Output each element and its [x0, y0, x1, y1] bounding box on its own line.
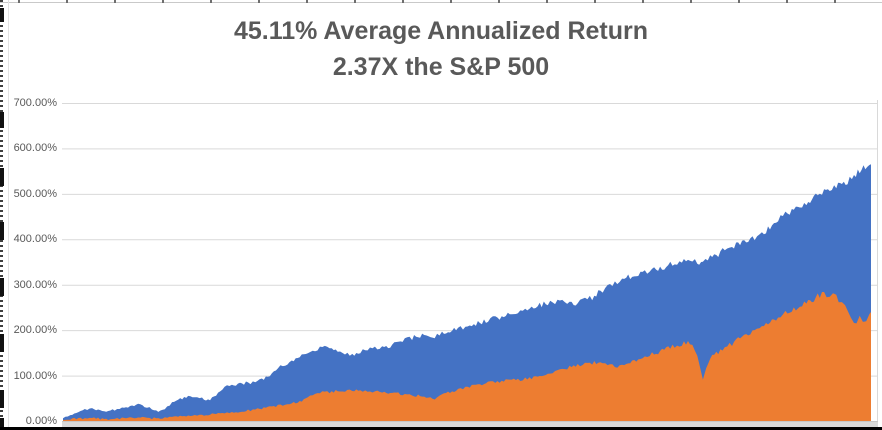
clipped-text-block: [0, 278, 4, 296]
chart-title: 45.11% Average Annualized Return 2.37X t…: [0, 13, 882, 85]
y-axis-tick-label: 100.00%: [13, 369, 57, 382]
column-boundary-tick: [738, 0, 740, 3]
y-axis-tick-label: 700.00%: [13, 96, 57, 109]
column-boundary-tick: [786, 0, 788, 3]
y-axis-tick-label: 200.00%: [13, 324, 57, 337]
chart-title-line-2: 2.37X the S&P 500: [332, 53, 550, 81]
column-boundary-tick: [258, 0, 260, 3]
y-axis-tick-label: 0.00%: [25, 415, 57, 427]
column-boundary-tick: [546, 0, 548, 3]
column-boundary-tick: [594, 0, 596, 3]
y-axis-tick-label: 400.00%: [13, 233, 57, 246]
clipped-text-block: [0, 390, 4, 408]
column-boundary-tick: [306, 0, 308, 3]
chart-top-border: [0, 2, 882, 3]
column-boundary-tick: [354, 0, 356, 3]
column-boundary-tick: [162, 0, 164, 3]
clipped-text-block: [0, 222, 4, 240]
column-boundary-tick: [642, 0, 644, 3]
plot-right-border: [877, 100, 878, 422]
x-axis-baseline-strip: [62, 421, 878, 427]
series-orange-area: [63, 292, 871, 421]
clipped-cell-text-artifacts: [0, 0, 10, 430]
column-boundary-tick: [450, 0, 452, 3]
column-boundary-tick: [210, 0, 212, 3]
clipped-text-block: [0, 168, 4, 186]
chart-title-line-1: 45.11% Average Annualized Return: [233, 17, 649, 45]
y-axis-tick-label: 500.00%: [13, 187, 57, 200]
column-boundary-tick: [66, 0, 68, 3]
column-boundary-tick: [834, 0, 836, 3]
clipped-text-dashes: [0, 0, 3, 430]
column-boundary-tick: [690, 0, 692, 3]
column-boundary-tick: [402, 0, 404, 3]
column-boundary-tick: [114, 0, 116, 3]
clipped-text-block: [0, 112, 4, 128]
column-boundary-tick: [498, 0, 500, 3]
clipped-text-block: [0, 8, 4, 22]
column-boundary-tick: [18, 0, 20, 3]
clipped-text-block: [0, 418, 4, 430]
spreadsheet-column-ticks: [0, 0, 882, 3]
clipped-text-block: [0, 334, 4, 352]
window-bottom-border: [0, 427, 882, 430]
y-axis-tick-label: 300.00%: [13, 278, 57, 291]
y-axis-tick-label: 600.00%: [13, 142, 57, 155]
chart-left-border: [8, 0, 9, 430]
